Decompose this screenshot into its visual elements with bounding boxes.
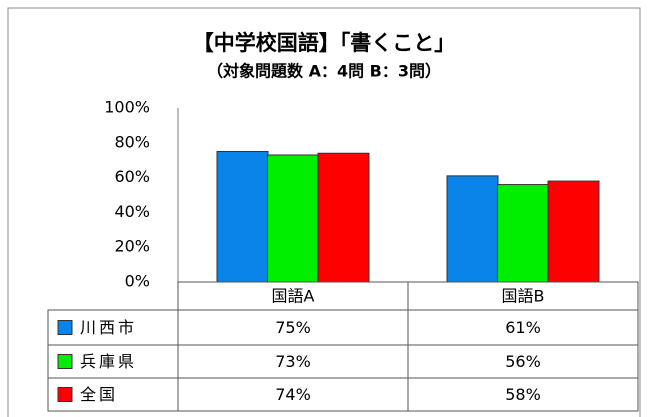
legend-swatch [57,387,73,402]
y-tick-label: 100% [104,98,150,117]
bar [547,180,600,283]
legend-label: 川西市 [80,318,137,337]
table-value: 56% [505,352,541,371]
chart-subtitle: （対象問題数 A：4問 B：3問） [207,62,441,81]
bar [446,175,499,283]
bar [267,154,319,283]
y-tick-label: 60% [114,167,150,186]
y-tick-label: 0% [125,272,150,291]
x-tick-label: 国語B [502,287,545,306]
bar [216,151,269,283]
y-tick-label: 80% [114,132,150,151]
legend-label: 兵庫県 [80,352,137,371]
table-value: 74% [275,385,311,404]
table-value: 75% [275,318,311,337]
legend-swatch [57,354,73,369]
y-tick-label: 40% [114,202,150,221]
legend-swatch [57,320,73,335]
chart-title: 【中学校国語】「書くこと」 [193,31,456,55]
x-tick-label: 国語A [272,287,315,306]
bar [497,184,549,283]
table-value: 61% [505,318,541,337]
table-value: 73% [275,352,311,371]
y-tick-label: 20% [114,237,150,256]
legend-label: 全国 [80,385,118,404]
bar [317,152,370,283]
table-value: 58% [505,385,541,404]
